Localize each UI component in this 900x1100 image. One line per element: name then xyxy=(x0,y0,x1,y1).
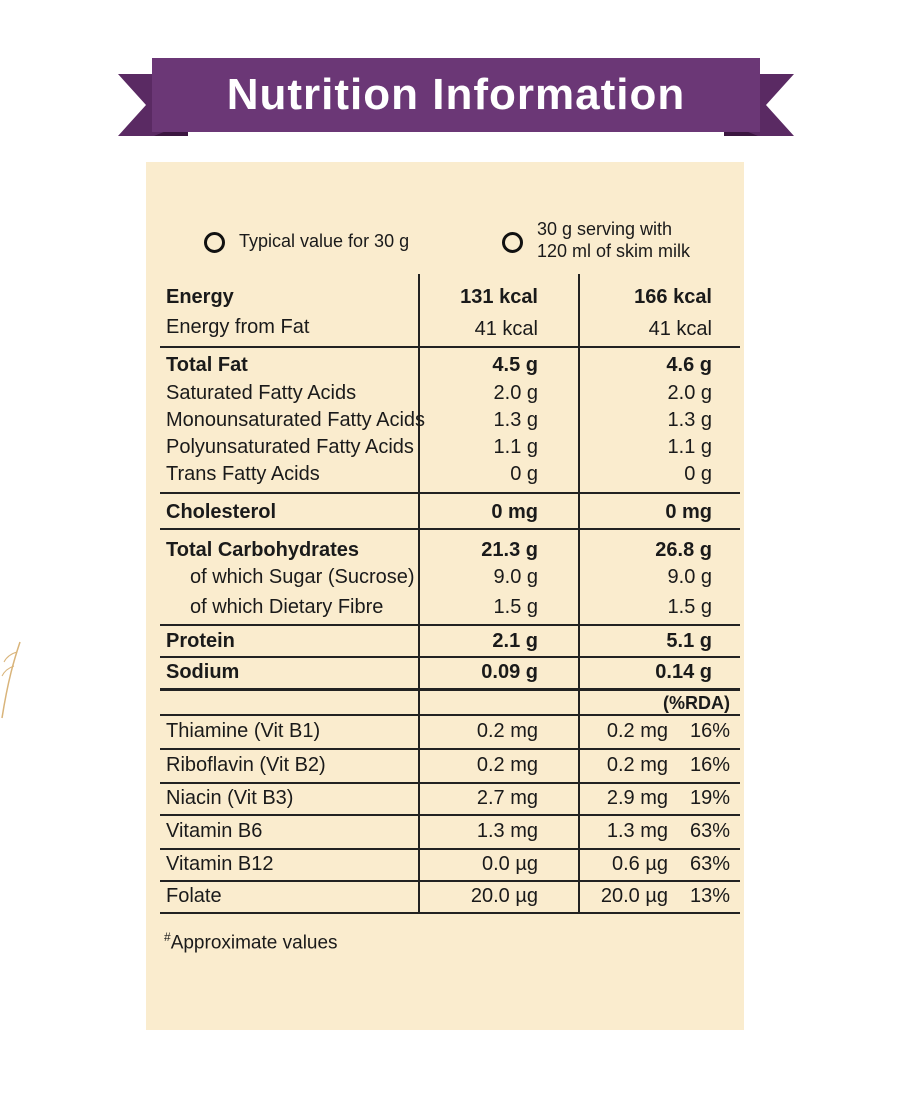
vitamin-typical: 20.0 µg xyxy=(470,885,538,907)
row-divider xyxy=(160,748,740,750)
total-fat-typical: 4.5 g xyxy=(492,354,538,376)
row-divider xyxy=(160,814,740,816)
fat-sub-label: Monounsaturated Fatty Acids xyxy=(166,409,426,431)
banner-ribbon: Nutrition Information xyxy=(152,58,760,132)
total-carbohydrates-with-milk: 26.8 g xyxy=(655,539,712,561)
footnote-mark: # xyxy=(164,930,171,944)
carbs-sub-with-milk: 1.5 g xyxy=(667,596,712,618)
fat-sub-label: Saturated Fatty Acids xyxy=(166,382,357,404)
vitamin-rda: 16% xyxy=(689,720,730,742)
carbs-sub-with-milk: 9.0 g xyxy=(667,566,712,588)
total-carbohydrates-label: Total Carbohydrates xyxy=(166,539,359,561)
vitamin-rda: 19% xyxy=(689,787,730,809)
fat-sub-with-milk: 0 g xyxy=(684,463,712,485)
vitamin-label: Niacin (Vit B3) xyxy=(166,787,294,809)
vitamin-label: Thiamine (Vit B1) xyxy=(166,720,321,742)
fat-sub-typical: 2.0 g xyxy=(493,382,538,404)
vitamin-with-milk: 0.2 mg xyxy=(606,754,668,776)
row-divider xyxy=(160,848,740,850)
energy-from-fat-label: Energy from Fat xyxy=(166,316,310,338)
row-divider xyxy=(160,528,740,530)
column-header-typical: Typical value for 30 g xyxy=(204,230,409,253)
column-header-with-milk-line1: 30 g serving with xyxy=(537,219,673,239)
fat-sub-typical: 1.3 g xyxy=(493,409,538,431)
page-title: Nutrition Information xyxy=(226,70,686,119)
row-divider xyxy=(160,492,740,494)
column-header-with-milk: 30 g serving with 120 ml of skim milk xyxy=(502,218,690,262)
vitamin-label: Vitamin B12 xyxy=(166,853,274,875)
carbs-sub-typical: 1.5 g xyxy=(493,596,538,618)
sodium-typical: 0.09 g xyxy=(481,661,538,683)
column-header-with-milk-line2: 120 ml of skim milk xyxy=(537,241,691,261)
row-divider xyxy=(160,656,740,658)
vitamin-with-milk: 2.9 mg xyxy=(606,787,668,809)
vitamin-typical: 0.2 mg xyxy=(476,720,538,742)
vitamin-label: Vitamin B6 xyxy=(166,820,263,842)
column-divider xyxy=(418,274,420,914)
sodium-label: Sodium xyxy=(166,661,240,683)
circle-icon xyxy=(204,232,225,253)
vitamin-typical: 2.7 mg xyxy=(476,787,538,809)
vitamin-typical: 1.3 mg xyxy=(476,820,538,842)
vitamin-with-milk: 0.6 µg xyxy=(611,853,668,875)
sodium-with-milk: 0.14 g xyxy=(655,661,712,683)
nutrition-panel: Typical value for 30 g 30 g serving with… xyxy=(146,162,744,1030)
vitamin-label: Folate xyxy=(166,885,222,907)
row-divider xyxy=(160,782,740,784)
row-divider xyxy=(160,912,740,914)
carbs-sub-label: of which Sugar (Sucrose) xyxy=(190,566,415,588)
section-divider xyxy=(160,688,740,691)
cholesterol-with-milk: 0 mg xyxy=(665,501,712,523)
cholesterol-label: Cholesterol xyxy=(166,501,277,523)
title-banner: Nutrition Information xyxy=(118,58,794,148)
fat-sub-typical: 1.1 g xyxy=(493,436,538,458)
rda-header: (%RDA) xyxy=(663,693,730,713)
protein-typical: 2.1 g xyxy=(492,630,538,652)
vitamin-rda: 13% xyxy=(689,885,730,907)
fat-sub-with-milk: 1.3 g xyxy=(667,409,712,431)
row-divider xyxy=(160,624,740,626)
row-divider xyxy=(160,880,740,882)
vitamin-typical: 0.2 mg xyxy=(476,754,538,776)
vitamin-label: Riboflavin (Vit B2) xyxy=(166,754,326,776)
energy-label: Energy xyxy=(166,286,234,308)
total-fat-label: Total Fat xyxy=(166,354,248,376)
fat-sub-typical: 0 g xyxy=(510,463,538,485)
row-divider xyxy=(160,714,740,716)
fat-sub-with-milk: 2.0 g xyxy=(667,382,712,404)
protein-label: Protein xyxy=(166,630,235,652)
column-header-typical-label: Typical value for 30 g xyxy=(239,231,410,251)
carbs-sub-typical: 9.0 g xyxy=(493,566,538,588)
vitamin-with-milk: 1.3 mg xyxy=(606,820,668,842)
total-carbohydrates-typical: 21.3 g xyxy=(481,539,538,561)
footnote-text: Approximate values xyxy=(170,932,338,954)
vitamin-rda: 63% xyxy=(689,820,730,842)
energy-value-typical: 131 kcal xyxy=(460,286,538,308)
column-divider xyxy=(578,274,580,914)
energy-from-fat-typical: 41 kcal xyxy=(474,318,538,340)
footnote: #Approximate values xyxy=(164,930,338,954)
row-divider xyxy=(160,346,740,348)
energy-value-with-milk: 166 kcal xyxy=(634,286,712,308)
carbs-sub-label: of which Dietary Fibre xyxy=(190,596,384,618)
total-fat-with-milk: 4.6 g xyxy=(666,354,712,376)
vitamin-rda: 16% xyxy=(689,754,730,776)
vitamin-rda: 63% xyxy=(689,853,730,875)
cholesterol-typical: 0 mg xyxy=(491,501,538,523)
vitamin-typical: 0.0 µg xyxy=(481,853,538,875)
fat-sub-label: Polyunsaturated Fatty Acids xyxy=(166,436,414,458)
circle-icon xyxy=(502,232,523,253)
fat-sub-with-milk: 1.1 g xyxy=(667,436,712,458)
fat-sub-label: Trans Fatty Acids xyxy=(166,463,320,485)
energy-from-fat-with-milk: 41 kcal xyxy=(648,318,712,340)
protein-with-milk: 5.1 g xyxy=(666,630,712,652)
wheat-sprig-icon xyxy=(1,641,21,719)
vitamin-with-milk: 0.2 mg xyxy=(606,720,668,742)
vitamin-with-milk: 20.0 µg xyxy=(600,885,668,907)
